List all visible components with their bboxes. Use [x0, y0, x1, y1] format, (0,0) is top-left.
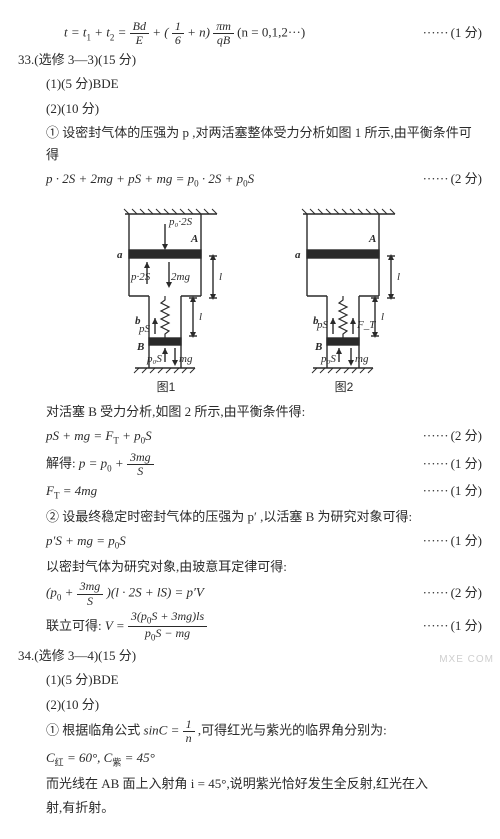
eq: p · 2S + 2mg + pS + mg = p0 · 2S + p0S: [46, 168, 254, 192]
svg-text:B: B: [314, 341, 322, 353]
den: S: [77, 595, 104, 608]
txt: 而光线在 AB 面上入射角 i = 45°,说明紫光恰好发生全反射,红光在入: [46, 773, 428, 795]
svg-text:p₀S: p₀S: [146, 353, 162, 365]
fig2-svg: A a l b pS F_T l B p₀S mg: [269, 200, 419, 375]
den: 6: [172, 34, 184, 47]
den: E: [130, 34, 149, 47]
svg-text:p₀·2S: p₀·2S: [168, 216, 193, 228]
svg-text:pS: pS: [316, 319, 329, 331]
txt: 射,有折射。: [46, 797, 114, 819]
svg-text:l: l: [199, 311, 202, 323]
num: 3mg: [77, 580, 104, 594]
q34-2-p2a: 而光线在 AB 面上入射角 i = 45°,说明紫光恰好发生全反射,红光在入: [28, 773, 482, 795]
q33-2-eq6: (p0 + 3mgS )(l · 2S + lS) = p′V (2 分): [28, 580, 482, 607]
den: qB: [213, 34, 234, 47]
svg-text:mg: mg: [355, 353, 369, 365]
svg-text:A: A: [368, 233, 376, 245]
num: 1: [183, 718, 195, 732]
fig1-svg: p₀·2S A a p·2S 2mg l b pS l B p₀S mg: [91, 200, 241, 375]
svg-text:p·2S: p·2S: [130, 271, 151, 283]
txt: ② 设最终稳定时密封气体的压强为 p′ ,以活塞 B 为研究对象可得:: [46, 506, 412, 528]
q33-2-eq2: pS + mg = FT + p0S (2 分): [28, 425, 482, 449]
figures: p₀·2S A a p·2S 2mg l b pS l B p₀S mg 图1: [28, 200, 482, 397]
svg-text:pS: pS: [138, 323, 151, 335]
txt: + n): [187, 25, 210, 40]
eq: p′S + mg = p0S: [46, 530, 126, 554]
svg-text:2mg: 2mg: [171, 271, 190, 283]
figure-2: A a l b pS F_T l B p₀S mg 图2: [269, 200, 419, 397]
eq: (p0 + 3mgS )(l · 2S + lS) = p′V: [46, 580, 204, 607]
points: (2 分): [417, 168, 482, 190]
q33-2-p1: ① 设密封气体的压强为 p ,对两活塞整体受力分析如图 1 所示,由平衡条件可得: [28, 122, 482, 166]
watermark: MXE COM: [439, 651, 494, 668]
txt: t = t: [64, 25, 87, 40]
svg-text:l: l: [397, 271, 400, 283]
q33-2-eq3: 解得: p = p0 + 3mgS (1 分): [28, 451, 482, 478]
eq-t: t = t1 + t2 = BdE + ( 16 + n) πmqB (n = …: [28, 20, 482, 47]
den: n: [183, 732, 195, 745]
points: (2 分): [417, 425, 482, 447]
eq: FT = 4mg: [46, 480, 97, 504]
q34-2-eq1: C红 = 60°, C紫 = 45°: [28, 747, 482, 771]
q34-2-p1: ① 根据临角公式 sinC = 1n ,可得红光与紫光的临界角分别为:: [28, 718, 482, 745]
txt: (2)(10 分): [46, 98, 99, 120]
points: (1 分): [417, 615, 482, 637]
svg-text:F_T: F_T: [356, 319, 376, 331]
txt: ① 根据临角公式 sinC = 1n ,可得红光与紫光的临界角分别为:: [46, 718, 387, 745]
num: 1: [172, 20, 184, 34]
fig1-caption: 图1: [91, 377, 241, 397]
eq: 联立可得: V = 3(p0S + 3mg)ls p0S − mg: [46, 610, 207, 644]
txt: ,可得红光与紫光的临界角分别为:: [198, 722, 387, 737]
txt: 以密封气体为研究对象,由玻意耳定律可得:: [46, 556, 287, 578]
txt: (1)(5 分)BDE: [46, 73, 119, 95]
svg-text:p₀S: p₀S: [320, 353, 336, 365]
q33-2-p3: 以密封气体为研究对象,由玻意耳定律可得:: [28, 556, 482, 578]
txt: 34.(选修 3—4)(15 分): [18, 645, 136, 667]
q34-2: (2)(10 分): [28, 694, 482, 716]
svg-text:a: a: [117, 249, 123, 261]
q33-1: (1)(5 分)BDE: [28, 73, 482, 95]
den: p0S − mg: [128, 627, 207, 643]
points: (1 分): [417, 22, 482, 44]
q33-2-eq7: 联立可得: V = 3(p0S + 3mg)ls p0S − mg (1 分): [28, 610, 482, 644]
q33-2: (2)(10 分): [28, 98, 482, 120]
eq: 解得: p = p0 + 3mgS: [46, 451, 154, 478]
q33-2-p2: ② 设最终稳定时密封气体的压强为 p′ ,以活塞 B 为研究对象可得:: [28, 506, 482, 528]
num: 3(p0S + 3mg)ls: [128, 610, 207, 627]
points: (2 分): [417, 582, 482, 604]
svg-text:B: B: [136, 341, 144, 353]
points: (1 分): [417, 453, 482, 475]
points: (1 分): [417, 530, 482, 552]
svg-text:l: l: [381, 311, 384, 323]
q33-head: 33.(选修 3—3)(15 分): [28, 49, 482, 71]
svg-text:A: A: [190, 233, 198, 245]
q34-1: (1)(5 分)BDE: [28, 669, 482, 691]
eq: C红 = 60°, C紫 = 45°: [46, 747, 155, 771]
svg-text:mg: mg: [179, 353, 193, 365]
q33-2-eq1: p · 2S + 2mg + pS + mg = p0 · 2S + p0S (…: [28, 168, 482, 192]
q33-2-eq4: FT = 4mg (1 分): [28, 480, 482, 504]
q33-2-eq5: p′S + mg = p0S (1 分): [28, 530, 482, 554]
svg-text:l: l: [219, 271, 222, 283]
num: πm: [213, 20, 234, 34]
den: S: [127, 465, 154, 478]
num: 3mg: [127, 451, 154, 465]
txt: (1)(5 分)BDE: [46, 669, 119, 691]
eq: pS + mg = FT + p0S: [46, 425, 152, 449]
txt: (n = 0,1,2···): [237, 25, 305, 40]
svg-text:a: a: [295, 249, 301, 261]
txt: 对活塞 B 受力分析,如图 2 所示,由平衡条件得:: [46, 401, 305, 423]
fig2-caption: 图2: [269, 377, 419, 397]
txt: + (: [152, 25, 168, 40]
txt: 33.(选修 3—3)(15 分): [18, 49, 136, 71]
eq-t-body: t = t1 + t2 = BdE + ( 16 + n) πmqB (n = …: [64, 20, 305, 47]
txt: (2)(10 分): [46, 694, 99, 716]
q33-2-afterfig: 对活塞 B 受力分析,如图 2 所示,由平衡条件得:: [28, 401, 482, 423]
figure-1: p₀·2S A a p·2S 2mg l b pS l B p₀S mg 图1: [91, 200, 241, 397]
txt: ① 设密封气体的压强为 p ,对两活塞整体受力分析如图 1 所示,由平衡条件可得: [46, 122, 482, 166]
points: (1 分): [417, 480, 482, 502]
q34-head: 34.(选修 3—4)(15 分): [28, 645, 482, 667]
num: Bd: [130, 20, 149, 34]
q34-2-p2b: 射,有折射。: [28, 797, 482, 819]
